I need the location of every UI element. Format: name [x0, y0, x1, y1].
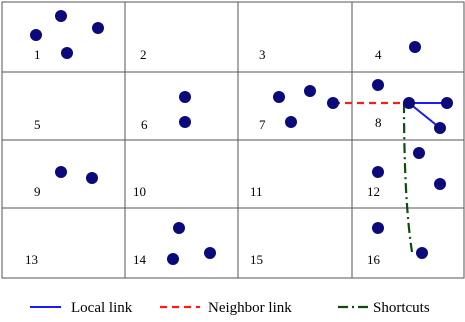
cell-label: 3: [259, 47, 266, 62]
node: [86, 172, 98, 184]
node: [413, 147, 425, 159]
node: [204, 247, 216, 259]
node: [179, 116, 191, 128]
cell-label: 14: [133, 252, 147, 267]
cell-label: 9: [34, 184, 41, 199]
node: [416, 247, 428, 259]
links: [333, 101, 447, 253]
node: [434, 178, 446, 190]
cell-label: 7: [259, 117, 266, 132]
node: [304, 85, 316, 97]
cell-label: 5: [34, 117, 41, 132]
node: [285, 116, 297, 128]
node: [372, 222, 384, 234]
node: [167, 253, 179, 265]
legend-shortcut-label: Shortcuts: [373, 300, 430, 316]
node: [30, 29, 42, 41]
cell-label: 1: [34, 47, 41, 62]
node: [61, 47, 73, 59]
cell-labels: 1 2 3 4 5 6 7 8 9 10 11 12 13 14 15 16: [25, 47, 382, 267]
nodes: [30, 10, 453, 265]
cell-label: 2: [140, 47, 147, 62]
legend-neighbor-label: Neighbor link: [208, 300, 292, 316]
node: [179, 91, 191, 103]
cell-label: 13: [25, 252, 38, 267]
node: [441, 97, 453, 109]
node: [409, 41, 421, 53]
cell-label: 4: [375, 47, 382, 62]
node: [403, 97, 415, 109]
cell-label: 10: [133, 184, 146, 199]
local-link: [408, 102, 441, 129]
cell-label: 12: [367, 184, 380, 199]
node: [273, 91, 285, 103]
cell-label: 16: [367, 252, 381, 267]
cell-label: 15: [250, 252, 263, 267]
node: [92, 22, 104, 34]
grid: [1, 1, 465, 279]
cell-label: 8: [375, 115, 382, 130]
legend: Local link Neighbor link Shortcuts: [30, 300, 430, 316]
node: [173, 222, 185, 234]
node: [55, 10, 67, 22]
legend-local-label: Local link: [71, 300, 133, 316]
node: [327, 97, 339, 109]
node: [434, 122, 446, 134]
node: [372, 166, 384, 178]
shortcut-link: [402, 102, 414, 253]
cell-label: 11: [250, 184, 263, 199]
cell-label: 6: [141, 117, 148, 132]
node: [372, 79, 384, 91]
node: [55, 166, 67, 178]
